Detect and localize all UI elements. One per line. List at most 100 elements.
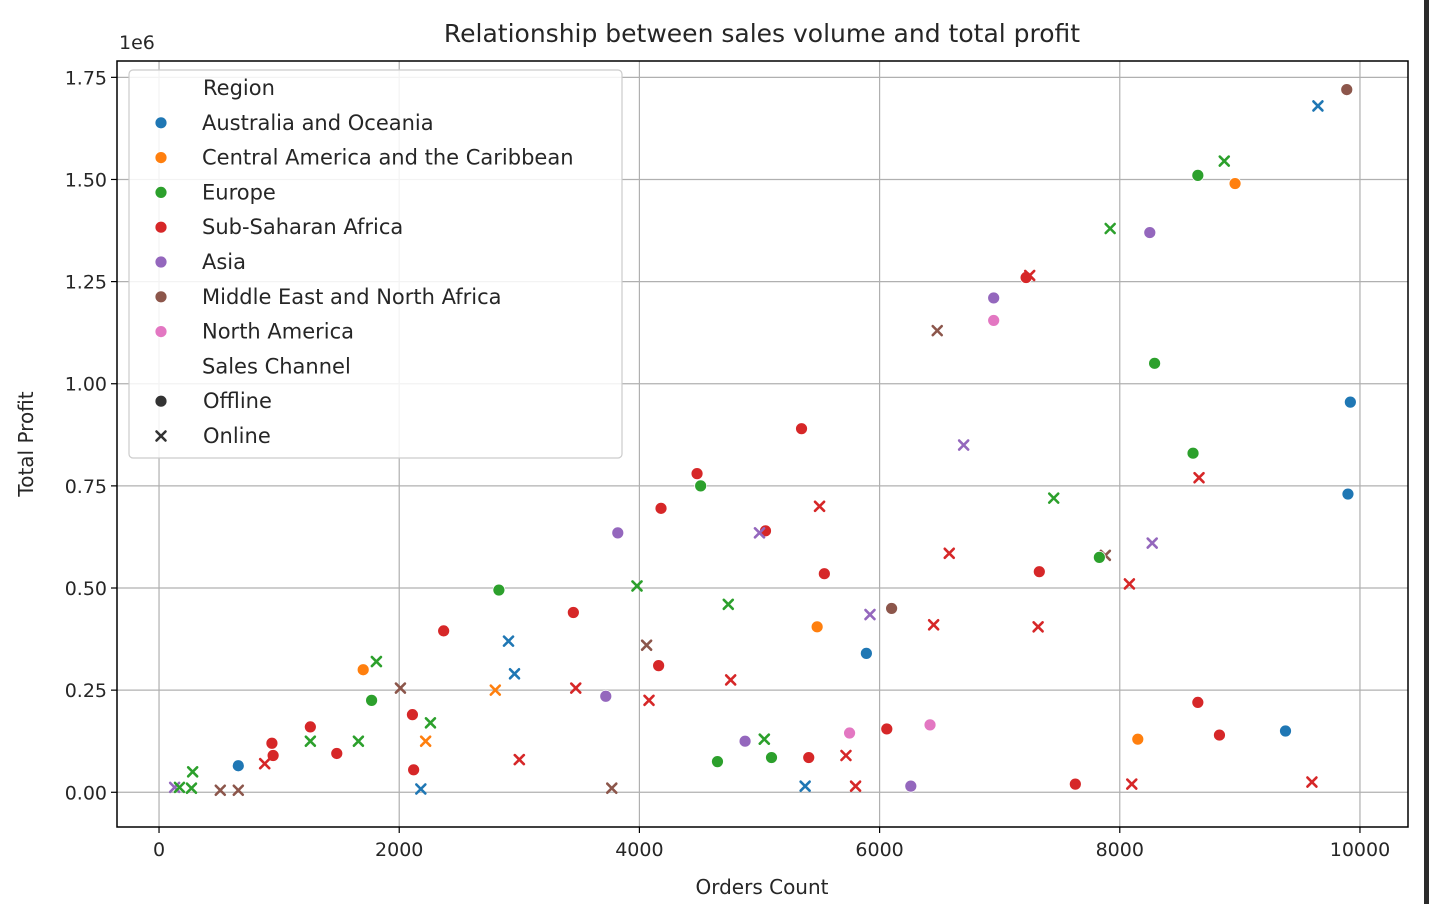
data-point [802, 751, 816, 764]
y-tick-label: 0.00 [65, 782, 107, 804]
data-point [923, 718, 937, 732]
data-point [864, 608, 876, 621]
data-point [356, 663, 370, 677]
legend-region-label: Europe [202, 180, 276, 204]
data-point [566, 606, 580, 619]
data-point [173, 781, 186, 794]
data-point [859, 646, 873, 660]
data-point [1312, 100, 1324, 112]
x-tick-label: 8000 [1096, 839, 1144, 861]
chart-title: Relationship between sales volume and to… [444, 19, 1080, 48]
legend-region-marker [154, 116, 168, 130]
data-point [690, 467, 704, 481]
legend-channel-label: Online [203, 424, 271, 448]
x-tick-label: 10000 [1330, 839, 1390, 861]
data-point [694, 479, 708, 493]
data-point [1032, 565, 1046, 579]
data-point [880, 722, 894, 736]
data-point [1343, 395, 1357, 409]
data-point [492, 583, 506, 597]
data-point [927, 618, 940, 631]
data-point [765, 751, 778, 764]
data-point [799, 780, 811, 792]
data-point [640, 639, 653, 652]
data-point [424, 717, 437, 729]
data-point [231, 759, 245, 773]
data-point [394, 682, 407, 694]
legend-channel-label: Offline [203, 389, 272, 413]
y-tick-label: 0.75 [65, 476, 107, 498]
data-point [370, 655, 383, 668]
data-point [1218, 155, 1231, 167]
y-tick-label: 1.75 [65, 67, 107, 89]
legend: Region Australia and Oceania Central Ameri… [128, 69, 623, 459]
data-point [232, 784, 245, 797]
data-point [753, 527, 766, 539]
x-axis-label: Orders Count [695, 875, 828, 899]
legend-channel-marker [154, 394, 168, 408]
data-point [1341, 487, 1355, 501]
x-tick-label: 4000 [615, 839, 663, 861]
data-point [1068, 777, 1082, 791]
data-point [643, 694, 655, 707]
legend-region-label: Central America and the Caribbean [202, 146, 574, 170]
data-point [605, 782, 618, 794]
data-point [738, 734, 752, 748]
data-point [304, 735, 317, 748]
data-point [186, 766, 199, 778]
data-point [214, 784, 227, 797]
legend-region-marker [154, 325, 168, 339]
legend-region-marker [154, 185, 168, 199]
legend-region-label: North America [202, 320, 354, 344]
data-point [849, 780, 862, 792]
data-point [1340, 83, 1354, 96]
legend-region-label: Australia and Oceania [202, 111, 434, 135]
legend-box [128, 69, 623, 459]
data-point [957, 439, 970, 451]
legend-channel-marker [155, 430, 167, 442]
legend-hue-title: Region [203, 76, 275, 100]
data-point [352, 735, 365, 748]
data-point [931, 324, 944, 337]
y-tick-label: 0.50 [65, 578, 107, 600]
legend-region-marker [154, 220, 168, 234]
data-point [758, 733, 771, 745]
data-point [1032, 621, 1044, 633]
data-point [813, 500, 826, 513]
data-point [1213, 728, 1226, 742]
data-point [303, 720, 317, 734]
data-point [508, 667, 521, 680]
data-point [724, 674, 737, 686]
data-point [810, 620, 824, 634]
data-point [1148, 356, 1162, 370]
legend-style-title: Sales Channel [202, 354, 351, 378]
data-point [502, 635, 515, 647]
data-point [885, 602, 898, 615]
data-point [1143, 226, 1157, 239]
data-point [1193, 471, 1205, 484]
legend-region-label: Sub-Saharan Africa [202, 215, 403, 239]
data-point [415, 783, 427, 795]
legend-region-label: Asia [202, 250, 246, 274]
data-point [1306, 776, 1318, 788]
data-point [759, 524, 772, 538]
data-point [258, 757, 271, 770]
y-tick-label: 0.25 [65, 680, 107, 702]
data-point [1092, 550, 1106, 564]
data-point [1191, 168, 1205, 182]
data-point [437, 624, 451, 638]
y-axis-offset-text: 1e6 [119, 32, 155, 54]
data-point [1104, 222, 1116, 235]
x-tick-label: 6000 [855, 839, 903, 861]
data-point [631, 580, 643, 592]
data-point [406, 708, 419, 722]
legend-region-marker [154, 255, 168, 269]
data-point [1186, 446, 1200, 460]
data-point [569, 682, 582, 694]
data-point [1279, 724, 1292, 738]
data-point [419, 735, 432, 748]
data-point [407, 763, 421, 777]
y-axis-ticks: 0.00 0.25 0.50 0.75 1.00 1.25 1.50 1.75 [65, 67, 117, 804]
data-point [904, 779, 918, 793]
